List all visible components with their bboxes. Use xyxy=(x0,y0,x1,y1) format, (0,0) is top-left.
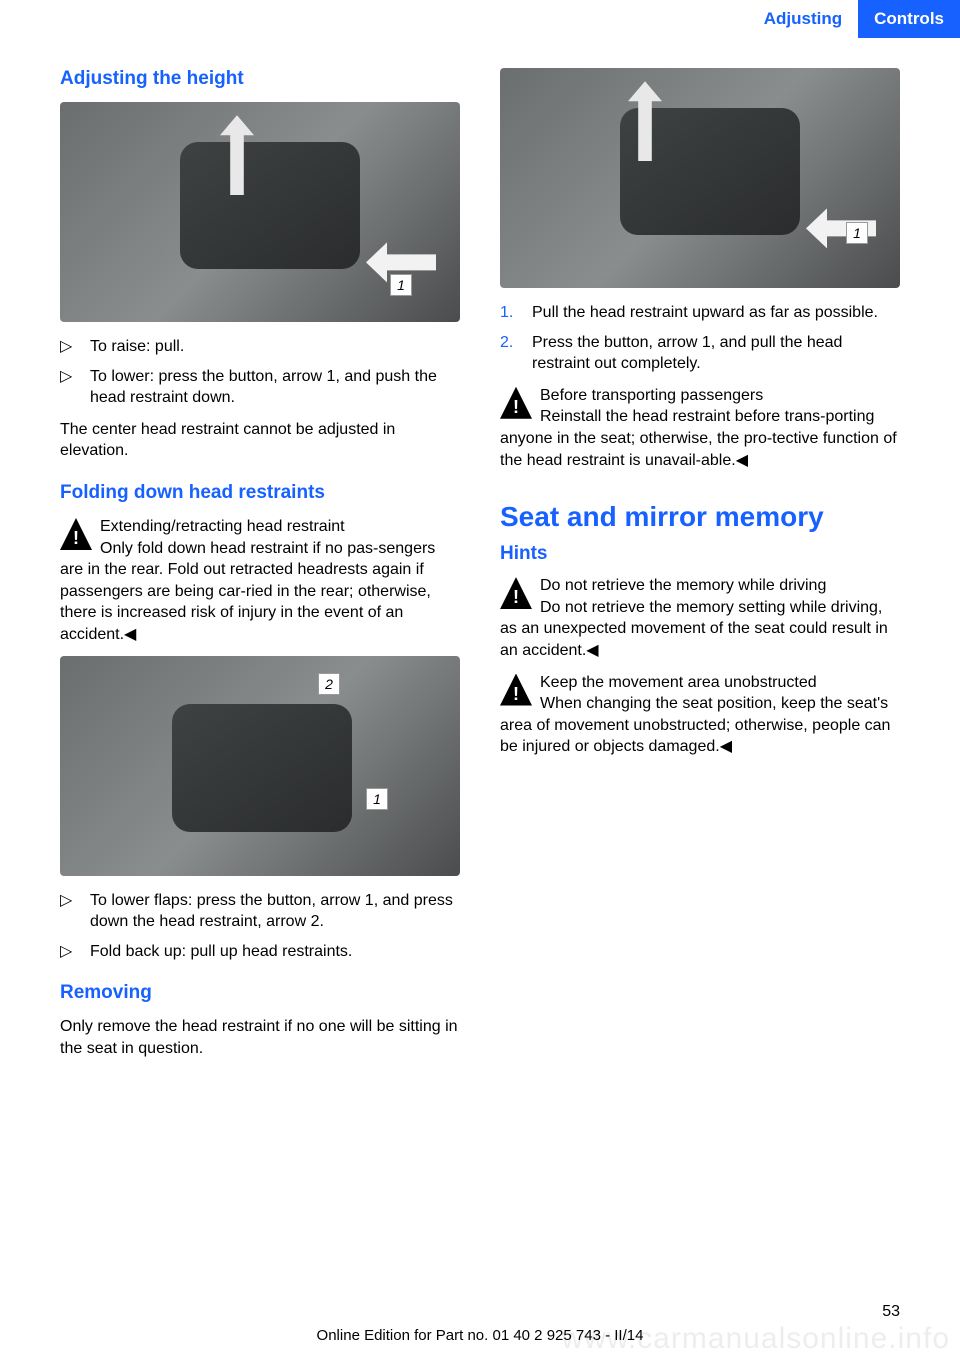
warning-title: Extending/retracting head restraint xyxy=(100,518,345,535)
figure-label-1: 1 xyxy=(366,788,388,810)
header-section: Adjusting xyxy=(748,0,858,38)
heading-removing: Removing xyxy=(60,982,460,1004)
list-item: ▷ Fold back up: pull up head restraints. xyxy=(60,941,460,963)
numbered-steps: 1. Pull the head restraint upward as far… xyxy=(500,302,900,375)
paragraph-center-restraint: The center head restraint cannot be adju… xyxy=(60,419,460,462)
warning-icon xyxy=(500,387,532,419)
warning-body: Do not retrieve the memory setting while… xyxy=(500,599,888,659)
triangle-marker-icon: ▷ xyxy=(60,890,78,933)
header-bar: Adjusting Controls xyxy=(0,0,960,38)
warning-body: When changing the seat position, keep th… xyxy=(500,695,890,755)
list-item-text: To lower flaps: press the button, arrow … xyxy=(90,890,460,933)
list-item: ▷ To raise: pull. xyxy=(60,336,460,358)
list-item: 2. Press the button, arrow 1, and pull t… xyxy=(500,332,900,375)
triangle-marker-icon: ▷ xyxy=(60,941,78,963)
figure-label-1: 1 xyxy=(390,274,412,296)
triangle-marker-icon: ▷ xyxy=(60,366,78,409)
warning-title: Keep the movement area unobstructed xyxy=(540,674,817,691)
warning-title: Do not retrieve the memory while driving xyxy=(540,577,826,594)
step-number: 1. xyxy=(500,302,522,324)
header-chapter: Controls xyxy=(858,0,960,38)
list-item-text: To raise: pull. xyxy=(90,336,184,358)
page-number: 53 xyxy=(60,1303,900,1321)
list-item: 1. Pull the head restraint upward as far… xyxy=(500,302,900,324)
warning-folding: Extending/retracting head restraint Only… xyxy=(60,516,460,646)
heading-adjust-height: Adjusting the height xyxy=(60,68,460,90)
warning-body: Reinstall the head restraint before tran… xyxy=(500,408,897,468)
triangle-marker-icon: ▷ xyxy=(60,336,78,358)
right-column: 1 1. Pull the head restraint upward as f… xyxy=(500,68,900,1070)
step-number: 2. xyxy=(500,332,522,375)
warning-movement-area: Keep the movement area unobstructed When… xyxy=(500,672,900,758)
headrest-graphic xyxy=(180,142,360,270)
warning-transport: Before transporting passengers Reinstall… xyxy=(500,385,900,471)
warning-body: Only fold down head restraint if no pas‐… xyxy=(60,540,435,643)
figure-label-2: 2 xyxy=(318,673,340,695)
heading-folding: Folding down head restraints xyxy=(60,482,460,504)
warning-icon xyxy=(500,674,532,706)
paragraph-removing: Only remove the head restraint if no one… xyxy=(60,1016,460,1059)
figure-label-1: 1 xyxy=(846,222,868,244)
figure-folding: 1 2 xyxy=(60,656,460,876)
warning-memory-driving: Do not retrieve the memory while driving… xyxy=(500,575,900,661)
warning-icon xyxy=(500,577,532,609)
warning-title: Before transporting passengers xyxy=(540,387,763,404)
left-column: Adjusting the height 1 ▷ To raise: pull.… xyxy=(60,68,460,1070)
step-text: Press the button, arrow 1, and pull the … xyxy=(532,332,900,375)
list-item-text: To lower: press the button, arrow 1, and… xyxy=(90,366,460,409)
step-text: Pull the head restraint upward as far as… xyxy=(532,302,878,324)
page-content: Adjusting the height 1 ▷ To raise: pull.… xyxy=(0,38,960,1070)
footer: 53 Online Edition for Part no. 01 40 2 9… xyxy=(0,1303,960,1344)
figure-adjust-height: 1 xyxy=(60,102,460,322)
bullet-list-height: ▷ To raise: pull. ▷ To lower: press the … xyxy=(60,336,460,409)
list-item: ▷ To lower: press the button, arrow 1, a… xyxy=(60,366,460,409)
list-item-text: Fold back up: pull up head restraints. xyxy=(90,941,352,963)
headrest-graphic xyxy=(172,704,352,832)
figure-removing: 1 xyxy=(500,68,900,288)
heading-seat-mirror: Seat and mirror memory xyxy=(500,501,900,533)
list-item: ▷ To lower flaps: press the button, arro… xyxy=(60,890,460,933)
heading-hints: Hints xyxy=(500,543,900,565)
footer-edition-line: Online Edition for Part no. 01 40 2 925 … xyxy=(60,1327,900,1344)
warning-icon xyxy=(60,518,92,550)
bullet-list-folding: ▷ To lower flaps: press the button, arro… xyxy=(60,890,460,963)
